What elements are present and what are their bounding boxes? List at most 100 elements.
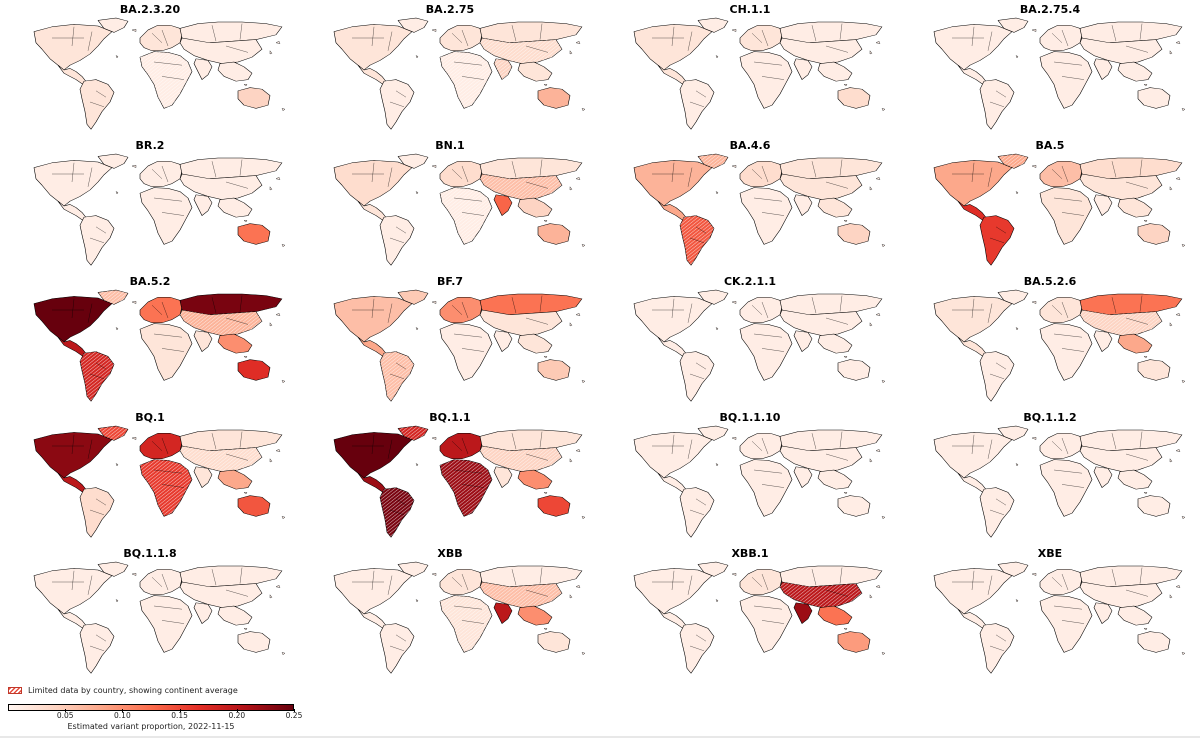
country-border <box>1053 605 1083 610</box>
region-asia <box>179 581 263 608</box>
region-russia <box>479 157 583 180</box>
country-border <box>761 76 785 80</box>
island <box>881 380 886 384</box>
island <box>1031 28 1037 32</box>
country-border <box>687 167 693 187</box>
region-australia <box>837 223 871 245</box>
country-border <box>161 29 169 47</box>
country-border <box>525 181 549 189</box>
island <box>569 458 573 463</box>
hatch-overlay-greenland <box>98 426 128 441</box>
country-border <box>995 498 1007 506</box>
country-border <box>161 165 169 183</box>
island <box>575 448 581 452</box>
country-border <box>1051 33 1063 43</box>
region-russia <box>1079 157 1183 180</box>
country-border <box>161 212 185 216</box>
map-panel-title: BA.4.6 <box>729 139 771 152</box>
island <box>1143 492 1148 495</box>
country-border <box>511 433 517 450</box>
island <box>131 28 137 32</box>
island <box>543 492 548 495</box>
country-border <box>825 181 849 189</box>
country-border <box>751 169 763 179</box>
country-border <box>1053 333 1083 338</box>
region-asia <box>179 173 263 200</box>
island <box>543 84 548 87</box>
region-north-america <box>933 296 1013 343</box>
region-southeast-asia <box>1117 61 1153 82</box>
island <box>1175 584 1181 588</box>
island <box>275 584 281 588</box>
country-border <box>839 431 843 448</box>
region-india <box>1093 466 1113 488</box>
island <box>275 312 281 316</box>
country-border <box>1125 181 1149 189</box>
map-panel-title: XBE <box>1037 547 1063 560</box>
country-border <box>1139 159 1143 176</box>
country-border <box>525 453 549 461</box>
map-panel: BA.5.2.6 <box>900 272 1200 408</box>
country-border <box>1053 197 1083 202</box>
island <box>131 572 137 576</box>
region-north-america <box>333 568 413 615</box>
country-border <box>151 33 163 43</box>
region-africa <box>139 323 193 381</box>
region-russia <box>479 429 583 452</box>
region-north-america <box>633 24 713 71</box>
region-north-america <box>33 296 113 343</box>
country-border <box>511 297 517 314</box>
region-europe <box>1039 432 1083 460</box>
island <box>1181 108 1186 112</box>
island <box>1175 40 1181 44</box>
country-border <box>839 159 843 176</box>
island <box>269 594 273 599</box>
region-asia <box>779 173 863 200</box>
region-north-america <box>633 568 713 615</box>
country-border <box>389 237 405 243</box>
country-border <box>751 577 763 587</box>
world-map <box>633 153 886 266</box>
region-australia <box>237 631 271 653</box>
region-india <box>793 58 813 80</box>
region-russia <box>1079 21 1183 44</box>
map-panel: XBB <box>300 544 600 680</box>
country-border <box>511 569 517 586</box>
island <box>1175 312 1181 316</box>
country-border <box>751 33 763 43</box>
horizontal-scrollbar[interactable] <box>0 736 1200 738</box>
island <box>115 55 119 59</box>
map-panel: BR.2 <box>0 136 300 272</box>
hatch-overlay-asia <box>480 446 562 472</box>
country-border <box>811 569 817 586</box>
island <box>269 322 273 327</box>
country-border <box>687 31 693 51</box>
region-africa <box>739 187 793 245</box>
region-asia <box>479 309 563 336</box>
country-border <box>539 23 543 40</box>
island <box>1143 220 1148 223</box>
map-panel: CK.2.1.1 <box>600 272 900 408</box>
country-border <box>239 431 243 448</box>
island <box>1143 356 1148 359</box>
country-border <box>453 333 483 338</box>
country-border <box>753 333 783 338</box>
country-border <box>95 634 107 642</box>
island <box>1031 572 1037 576</box>
island <box>131 436 137 440</box>
hatch-overlay-asia <box>1080 310 1162 336</box>
country-border <box>995 362 1007 370</box>
region-india <box>493 602 513 624</box>
country-border <box>825 453 849 461</box>
region-north-america <box>333 24 413 71</box>
world-map <box>633 289 886 402</box>
hatch-overlay-greenland <box>698 154 728 169</box>
world-map <box>333 289 586 402</box>
region-india <box>793 330 813 352</box>
region-southeast-asia <box>217 61 253 82</box>
country-border <box>689 237 705 243</box>
map-panel-title: BQ.1.1.8 <box>123 547 177 560</box>
region-asia <box>779 37 863 64</box>
region-australia <box>1137 631 1171 653</box>
country-border <box>525 317 549 325</box>
